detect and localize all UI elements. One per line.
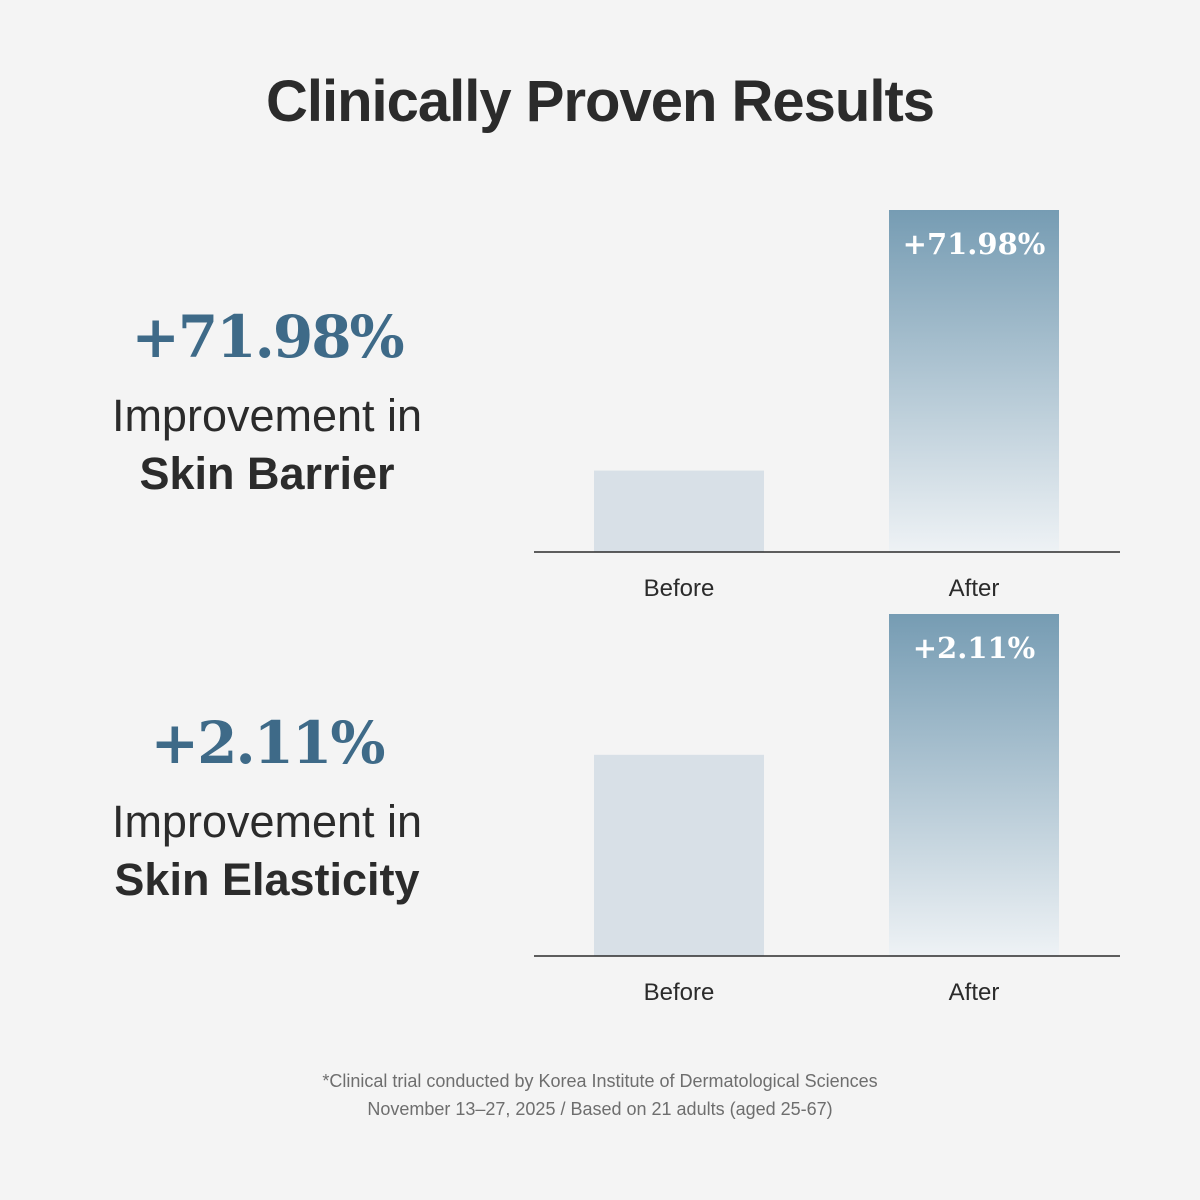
bar-before [594, 470, 764, 552]
bar-after [889, 210, 1059, 552]
footnote-line-1: *Clinical trial conducted by Korea Insti… [322, 1071, 878, 1091]
bar-data-label: +2.11% [913, 631, 1036, 665]
chart-skin-barrier: Before +71.98% After [534, 210, 1120, 602]
stat-label: Improvement in [111, 796, 423, 847]
stat-block-skin-barrier: +71.98% Improvement in Skin Barrier [60, 308, 474, 500]
bar-before [594, 754, 764, 956]
bar-data-label: +71.98% [903, 227, 1046, 261]
category-label-after: After [949, 979, 1000, 1006]
stat-metric: Skin Elasticity [114, 853, 420, 905]
bar-after [889, 614, 1059, 956]
stat-metric: Skin Barrier [139, 447, 395, 499]
category-label-after: After [949, 575, 1000, 602]
stat-value: +2.11% [150, 709, 386, 777]
category-label-before: Before [644, 575, 715, 602]
stat-value: +71.98% [131, 303, 404, 371]
footnote-line-2: November 13–27, 2025 / Based on 21 adult… [367, 1099, 833, 1119]
category-label-before: Before [644, 979, 715, 1006]
footnote: *Clinical trial conducted by Korea Insti… [0, 1067, 1200, 1123]
stat-label: Improvement in [111, 390, 423, 441]
page-title: Clinically Proven Results [265, 69, 935, 134]
chart-skin-elasticity: Before +2.11% After [534, 614, 1120, 1006]
stat-block-skin-elasticity: +2.11% Improvement in Skin Elasticity [60, 714, 474, 906]
